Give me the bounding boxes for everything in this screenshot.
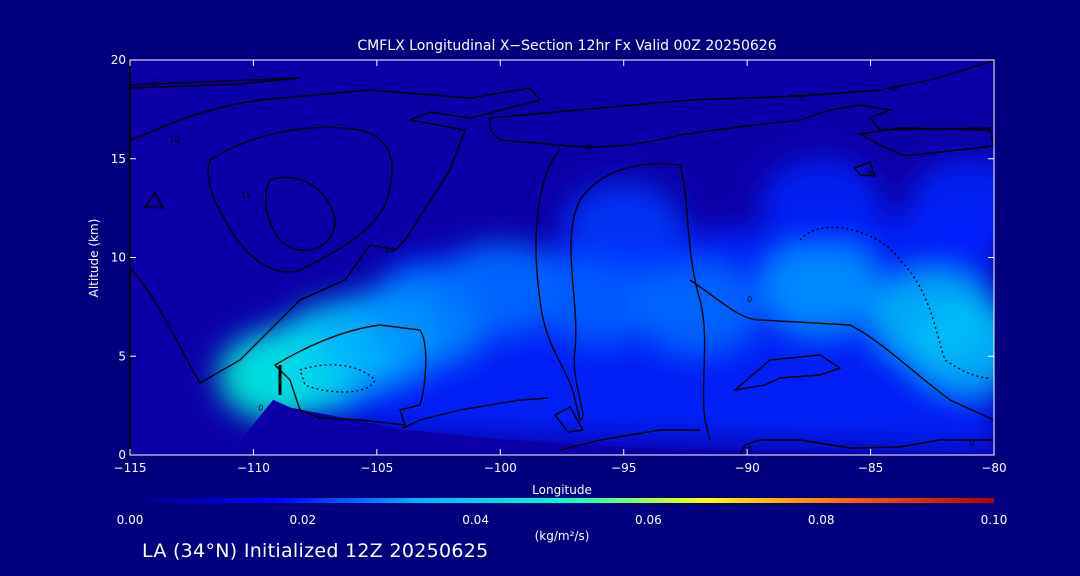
- colorbar-tick-label: 0.00: [117, 513, 144, 527]
- contour-label: 0: [152, 78, 157, 87]
- x-tick-label: −105: [360, 461, 393, 475]
- x-tick-label: −80: [981, 461, 1006, 475]
- contour-label: 15: [241, 190, 251, 199]
- plot-area: 0 10 15 10 0 0 0 0 0 0 0: [130, 60, 1029, 455]
- colorbar-ticks: 0.00 0.02 0.04 0.06 0.08 0.10: [117, 513, 1008, 527]
- y-tick-label: 0: [118, 448, 126, 462]
- contour-label: 0: [969, 439, 974, 448]
- flux-blob: [909, 301, 1029, 391]
- contour-label: 0: [747, 445, 752, 454]
- colorbar: 0.00 0.02 0.04 0.06 0.08 0.10 (kg/m²/s): [117, 498, 1008, 543]
- flux-blob: [761, 242, 881, 332]
- chart-title: CMFLX Longitudinal X−Section 12hr Fx Val…: [357, 38, 776, 54]
- flux-blob: [638, 262, 758, 352]
- y-tick-label: 5: [118, 349, 126, 363]
- colorbar-tick-label: 0.04: [462, 513, 489, 527]
- y-tick-label: 20: [111, 53, 126, 67]
- colorbar-tick-label: 0.08: [808, 513, 835, 527]
- contour-label: 0: [587, 143, 592, 152]
- contour-label: 0: [258, 404, 263, 413]
- y-tick-label: 15: [111, 152, 126, 166]
- contour-label: 10: [384, 246, 394, 255]
- y-axis-label: Altitude (km): [87, 219, 101, 298]
- contour-label: 0: [893, 84, 898, 93]
- x-axis-label: Longitude: [532, 483, 592, 497]
- x-tick-label: −95: [611, 461, 636, 475]
- colorbar-tick-label: 0.06: [635, 513, 662, 527]
- contour-label: 0: [747, 295, 752, 304]
- x-tick-label: −115: [114, 461, 147, 475]
- initialization-footer: LA (34°N) Initialized 12Z 20250625: [142, 540, 489, 562]
- x-tick-label: −85: [858, 461, 883, 475]
- colorbar-unit-label: (kg/m²/s): [535, 529, 590, 543]
- contour-label: 10: [169, 135, 179, 144]
- x-tick-label: −100: [484, 461, 517, 475]
- x-tick-label: −90: [734, 461, 759, 475]
- colorbar-tick-label: 0.02: [289, 513, 316, 527]
- x-tick-label: −110: [237, 461, 270, 475]
- y-tick-label: 10: [111, 251, 126, 265]
- contour-label: 0: [868, 169, 873, 178]
- colorbar-tick-label: 0.10: [981, 513, 1008, 527]
- flux-blob: [909, 159, 1029, 249]
- flux-blob: [761, 159, 881, 249]
- colorbar-strip: [130, 498, 994, 503]
